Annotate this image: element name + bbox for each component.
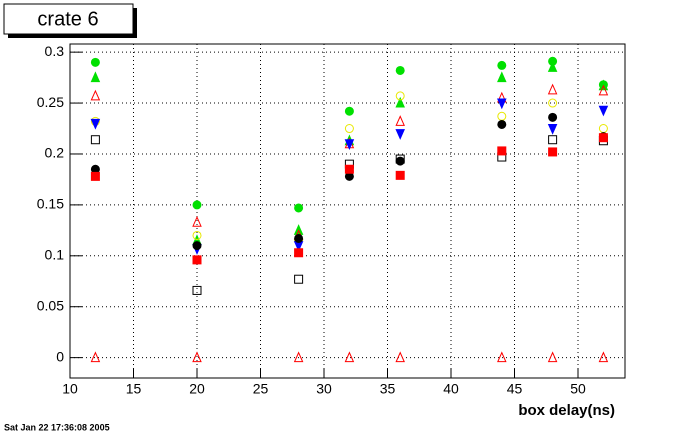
x-tick-label: 20	[189, 381, 205, 397]
point	[344, 106, 354, 116]
x-tick-label: 50	[570, 381, 586, 397]
point	[90, 351, 101, 363]
point	[294, 233, 304, 243]
x-axis-label: box delay(ns)	[518, 402, 615, 419]
y-tick-label: 0.3	[45, 43, 65, 59]
x-tick-label: 10	[62, 381, 78, 397]
point	[497, 71, 507, 83]
point	[497, 146, 507, 156]
point	[497, 111, 507, 121]
point	[598, 105, 609, 117]
point	[395, 129, 405, 140]
point	[598, 351, 609, 363]
point	[294, 203, 304, 213]
point	[548, 147, 558, 157]
point	[344, 164, 354, 174]
point	[497, 119, 507, 129]
plot-frame	[69, 43, 626, 379]
point	[192, 200, 202, 210]
point	[90, 118, 101, 130]
point	[192, 351, 202, 363]
x-tick-label: 30	[316, 381, 332, 397]
point	[90, 135, 100, 145]
point	[548, 112, 558, 122]
y-tick-label: 0.15	[37, 196, 64, 212]
point	[90, 171, 100, 181]
y-tick-label: 0	[56, 348, 64, 364]
point	[395, 351, 405, 363]
x-tick-label: 35	[380, 381, 396, 397]
point	[395, 170, 405, 180]
point	[344, 124, 354, 134]
point	[90, 89, 101, 101]
point	[497, 351, 507, 363]
point	[395, 156, 405, 166]
point	[344, 351, 355, 363]
point	[192, 255, 202, 265]
chart-title: crate 6	[37, 8, 98, 30]
point	[395, 65, 405, 75]
x-tick-label: 45	[507, 381, 523, 397]
point	[598, 84, 609, 96]
point	[395, 91, 405, 101]
x-tick-label: 40	[443, 381, 459, 397]
point	[294, 274, 304, 284]
y-tick-label: 0.25	[37, 94, 64, 110]
point	[598, 133, 608, 143]
point	[547, 83, 558, 95]
point	[547, 61, 558, 72]
point	[192, 241, 202, 251]
point	[547, 124, 558, 135]
point	[547, 351, 558, 363]
point	[90, 71, 101, 83]
point	[598, 124, 608, 134]
footer: Sat Jan 22 17:36:08 2005	[4, 422, 110, 432]
point	[293, 351, 304, 363]
y-tick-label: 0.1	[45, 247, 65, 263]
point	[192, 215, 202, 227]
y-tick-label: 0.2	[45, 145, 65, 161]
y-tick-label: 0.05	[37, 297, 64, 313]
point	[497, 60, 507, 70]
point	[192, 230, 202, 240]
point	[344, 139, 355, 151]
x-tick-label: 15	[126, 381, 142, 397]
point	[497, 98, 507, 110]
title-box	[3, 3, 134, 35]
point	[548, 135, 558, 145]
point	[548, 98, 558, 108]
point	[192, 285, 202, 295]
x-tick-label: 25	[253, 381, 269, 397]
point	[395, 115, 405, 126]
point	[90, 57, 100, 67]
point	[395, 96, 405, 108]
point	[294, 248, 304, 258]
